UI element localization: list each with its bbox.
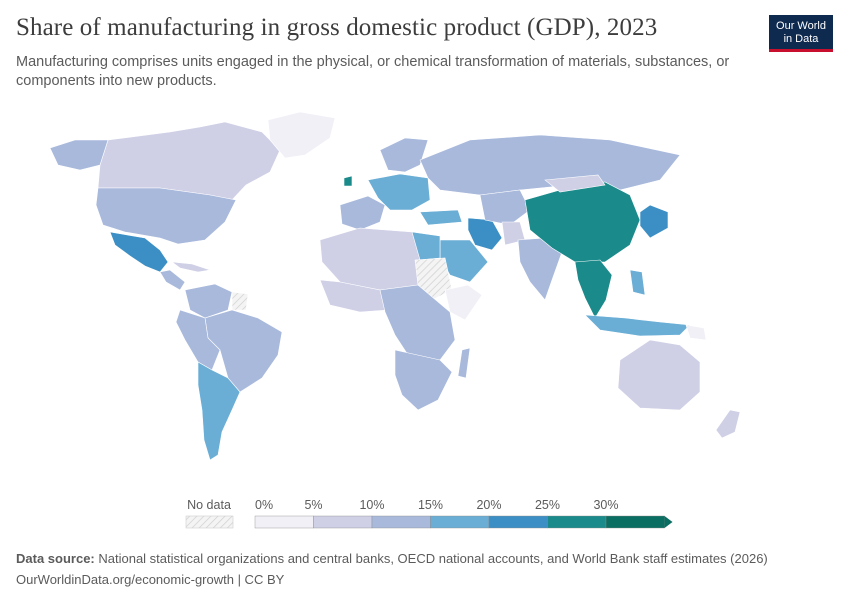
region-new-zealand[interactable] [715,409,741,439]
logo-line-2: in Data [783,33,819,45]
legend-tick-label: 30% [593,498,618,512]
legend-tick-label: 15% [418,498,443,512]
legend-no-data-swatch [185,515,234,529]
region-central-europe[interactable] [367,173,431,211]
region-central-asia[interactable] [479,189,531,226]
region-southern-africa[interactable] [394,349,453,411]
legend-bin-2[interactable] [371,515,431,529]
region-alaska[interactable] [49,139,109,171]
region-guianas[interactable] [231,291,249,311]
footer: Data source: National statistical organi… [16,548,768,590]
legend-arrow-tip [664,516,673,528]
region-southeast-asia[interactable] [574,259,613,319]
region-russia[interactable] [419,134,681,196]
source-label: Data source: [16,551,95,566]
legend-tick-label: 0% [255,498,273,512]
region-indonesia[interactable] [584,314,691,337]
legend-bin-3[interactable] [430,515,490,529]
region-papua-new-guinea[interactable] [685,324,707,341]
region-madagascar[interactable] [457,347,471,379]
subtitle: Manufacturing comprises units engaged in… [16,54,730,89]
region-united-states[interactable] [95,187,237,245]
region-caribbean[interactable] [170,261,211,273]
legend-bin-1[interactable] [313,515,373,529]
region-korea-japan[interactable] [639,204,669,239]
legend: No data 0% 5% 10% 15% 20% 25% 30% [185,498,673,529]
logo-line-1: Our World [776,20,826,32]
region-central-africa[interactable] [379,284,456,361]
region-central-america[interactable] [159,269,186,291]
footer-link[interactable]: OurWorldinData.org/economic-growth | CC … [16,572,285,587]
region-colombia-venezuela[interactable] [184,283,233,319]
legend-tick-label: 20% [476,498,501,512]
legend-bin-4[interactable] [488,515,548,529]
owid-logo[interactable]: Our World in Data [769,15,833,52]
world-map[interactable] [0,100,850,480]
region-greenland[interactable] [267,111,336,159]
region-libya-sudan[interactable] [414,257,453,301]
legend-tick-label: 10% [359,498,384,512]
legend-tick-label: 25% [535,498,560,512]
page-title: Share of manufacturing in gross domestic… [16,14,658,41]
legend-bin-5[interactable] [547,515,607,529]
source-text: National statistical organizations and c… [98,551,768,566]
region-ireland[interactable] [343,175,353,187]
region-western-europe[interactable] [339,195,386,231]
region-horn-of-africa[interactable] [444,284,483,321]
region-scandinavia[interactable] [379,137,429,173]
legend-bin-0[interactable] [254,515,314,529]
region-egypt[interactable] [411,231,441,261]
legend-tick-label: 5% [304,498,322,512]
legend-bin-6[interactable] [605,515,665,529]
region-australia[interactable] [617,339,701,411]
region-north-africa[interactable] [319,227,426,291]
legend-no-data-label: No data [187,498,231,512]
region-turkey[interactable] [419,209,463,226]
region-mongolia[interactable] [544,174,606,193]
region-philippines[interactable] [629,269,646,296]
region-argentina-chile[interactable] [197,361,241,461]
